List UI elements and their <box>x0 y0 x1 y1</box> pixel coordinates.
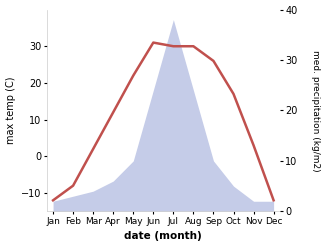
X-axis label: date (month): date (month) <box>125 231 202 242</box>
Y-axis label: med. precipitation (kg/m2): med. precipitation (kg/m2) <box>311 50 320 171</box>
Y-axis label: max temp (C): max temp (C) <box>6 77 16 144</box>
